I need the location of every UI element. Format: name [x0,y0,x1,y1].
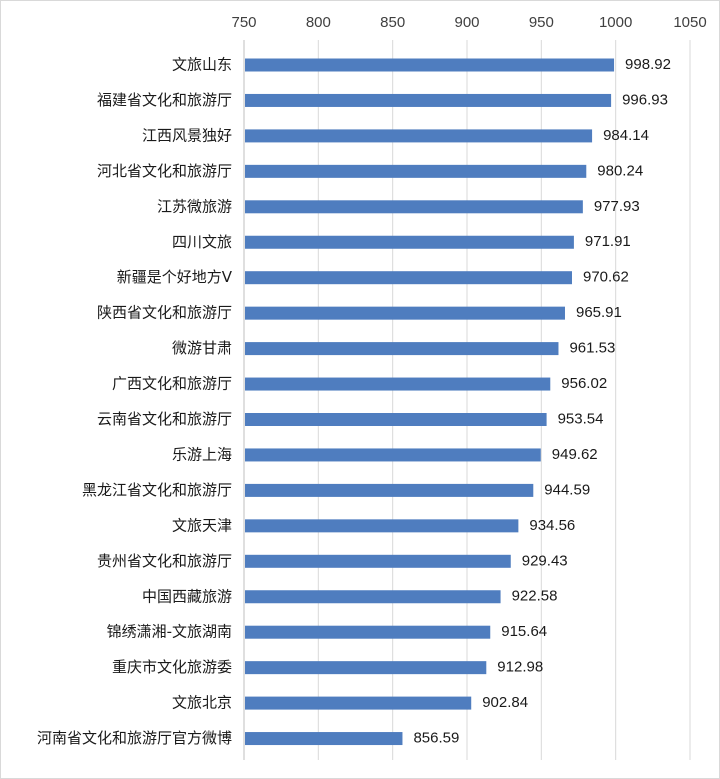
category-label: 中国西藏旅游 [142,587,232,605]
data-label: 977.93 [594,198,640,215]
data-label: 971.91 [585,233,631,250]
x-tick-label: 1000 [599,14,632,31]
bar [245,590,501,604]
bar [245,519,519,533]
data-label: 996.93 [622,91,668,108]
data-label: 961.53 [569,340,615,357]
bar [245,200,583,214]
x-tick-label: 750 [231,14,256,31]
x-tick-label: 900 [454,14,479,31]
bar [245,93,612,107]
bar [245,271,572,285]
data-label: 944.59 [544,481,590,498]
bar [245,413,547,426]
data-label: 980.24 [597,162,643,179]
bar [245,483,534,497]
data-label: 902.84 [482,694,528,711]
data-label: 956.02 [561,375,607,392]
category-label: 江苏微旅游 [157,197,232,215]
data-label: 965.91 [576,304,622,321]
category-label: 陕西省文化和旅游厅 [97,304,232,322]
bar [245,58,615,72]
category-label: 河南省文化和旅游厅官方微博 [37,729,232,747]
category-label: 乐游上海 [172,445,232,463]
data-label: 922.58 [512,588,558,605]
x-tick-label: 950 [529,14,554,31]
category-label: 贵州省文化和旅游厅 [97,552,232,570]
data-label: 970.62 [583,269,629,286]
bar [245,306,565,320]
bar [245,377,551,391]
category-label: 锦绣潇湘-文旅湖南 [107,623,232,641]
data-label: 998.92 [625,56,671,73]
category-label: 广西文化和旅游厅 [112,375,232,393]
bar [245,164,587,178]
bar [245,554,511,568]
category-label: 微游甘肃 [172,339,232,357]
x-tick-label: 800 [306,14,331,31]
bar [245,129,593,143]
data-label: 915.64 [501,623,547,640]
category-label: 江西风景独好 [142,126,232,144]
data-label: 929.43 [522,552,568,569]
data-label: 953.54 [558,410,604,427]
category-label: 文旅北京 [172,694,232,712]
category-label: 福建省文化和旅游厅 [97,91,232,109]
x-tick-label: 850 [380,14,405,31]
bar [245,732,403,746]
bar [245,661,487,675]
bar [245,625,491,639]
x-tick-label: 1050 [673,14,706,31]
data-label: 856.59 [413,730,459,747]
category-label: 云南省文化和旅游厅 [97,410,232,428]
data-label: 912.98 [497,659,543,676]
category-label: 新疆是个好地方V [117,268,233,286]
category-label: 文旅山东 [172,56,232,74]
category-label: 黑龙江省文化和旅游厅 [82,481,232,499]
bar [245,448,541,462]
data-label: 949.62 [552,446,598,463]
data-label: 984.14 [603,127,649,144]
category-label: 四川文旅 [172,233,232,251]
bar [245,235,574,249]
bar [245,342,559,356]
data-label: 934.56 [529,517,575,534]
category-label: 文旅天津 [172,516,232,534]
bar [245,696,472,710]
category-label: 重庆市文化旅游委 [112,658,232,676]
category-label: 河北省文化和旅游厅 [97,162,232,180]
